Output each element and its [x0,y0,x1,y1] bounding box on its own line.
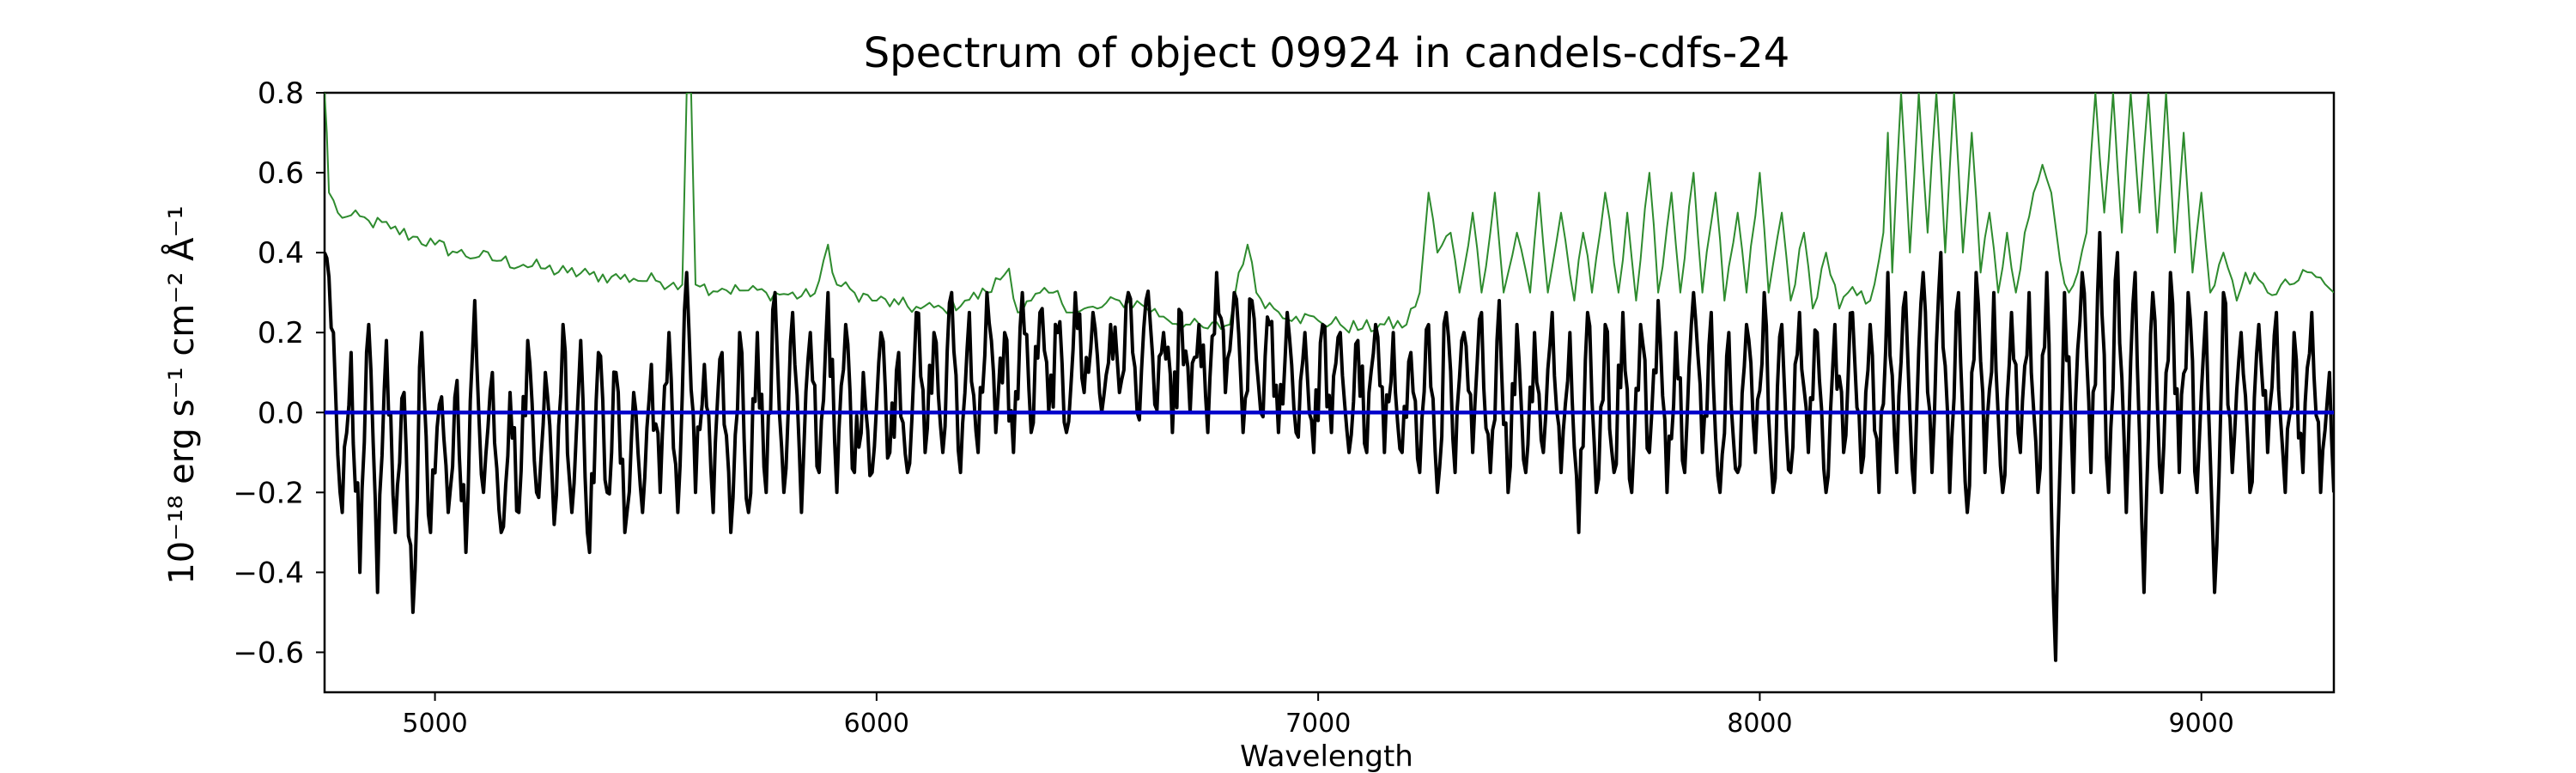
series-line-flux [325,230,2334,662]
y-tick-label: 0.2 [258,316,304,350]
x-tick-label: 7000 [1285,709,1351,739]
x-axis-ticks: 5000 6000 7000 8000 9000 [402,692,2234,739]
y-tick-label: 0.6 [258,156,304,191]
y-tick-label: −0.6 [233,636,304,670]
y-tick-label: 0.8 [258,76,304,111]
x-tick-label: 9000 [2169,709,2234,739]
plot-area: 5000 6000 7000 8000 9000 0.8 0.6 0.4 0.2 0.0 −0.2… [233,76,2336,739]
y-tick-label: 0.4 [258,236,304,271]
series-layer [325,93,2334,662]
y-axis-ticks: 0.8 0.6 0.4 0.2 0.0 −0.2 −0.4 −0.6 [233,76,325,670]
y-axis-label: 10⁻¹⁸ erg s⁻¹ cm⁻² Å⁻¹ [161,205,202,584]
x-tick-label: 6000 [844,709,909,739]
y-tick-label: 0.0 [258,396,304,430]
x-tick-label: 8000 [1727,709,1792,739]
plot-frame [323,91,2336,694]
y-tick-label: −0.4 [233,556,304,590]
chart-title: Spectrum of object 09924 in candels-cdfs… [864,29,1790,77]
x-axis-label: Wavelength [1240,740,1413,773]
y-tick-label: −0.2 [233,476,304,510]
x-tick-label: 5000 [402,709,467,739]
series-line-error [325,93,2334,334]
